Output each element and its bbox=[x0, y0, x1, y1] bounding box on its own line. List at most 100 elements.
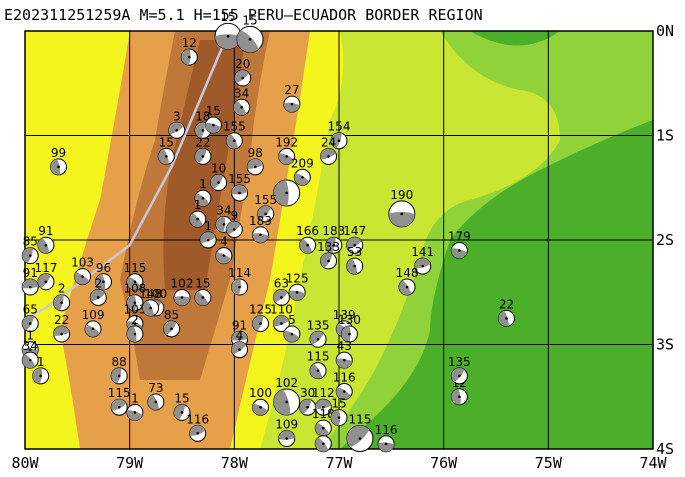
beachball-center bbox=[248, 38, 252, 41]
event-depth-label: 91 bbox=[23, 266, 38, 280]
focal-mechanism: 155 bbox=[223, 120, 246, 150]
focal-mechanism: 115 bbox=[346, 413, 374, 453]
event-depth-label: 15 bbox=[331, 397, 346, 411]
event-depth-label: 100 bbox=[249, 386, 272, 400]
event-depth-label: 3 bbox=[173, 109, 181, 123]
beachball-compression bbox=[315, 399, 332, 409]
focal-mechanism: 15 bbox=[157, 135, 175, 165]
beachball-center bbox=[196, 432, 199, 435]
event-depth-label: 109 bbox=[275, 418, 298, 432]
beachball-compression bbox=[331, 132, 342, 149]
beachball-center bbox=[133, 301, 137, 305]
beachball-center bbox=[238, 191, 241, 195]
focal-mechanism: 63 bbox=[272, 276, 290, 306]
beachball-compression bbox=[74, 272, 90, 285]
beachball-center bbox=[285, 191, 288, 195]
beachball-center bbox=[400, 212, 404, 216]
focal-mechanism: 148 bbox=[396, 266, 418, 296]
beachball-compression bbox=[399, 280, 412, 296]
event-depth-label: 103 bbox=[71, 256, 94, 270]
event-depth-label: 192 bbox=[275, 135, 298, 149]
event-depth-label: 109 bbox=[82, 308, 105, 322]
focal-mechanism: 22 bbox=[53, 313, 71, 343]
beachball-compression bbox=[273, 179, 289, 206]
focal-mechanism: 154 bbox=[328, 120, 350, 150]
beachball-center bbox=[280, 322, 283, 325]
y-tick-label: 1S bbox=[656, 127, 674, 145]
event-depth-label: 53 bbox=[347, 245, 362, 259]
beachball-compression bbox=[315, 422, 330, 437]
focal-mechanism: 102 bbox=[273, 376, 301, 416]
event-depth-label: 102 bbox=[275, 376, 298, 390]
beachball-compression bbox=[451, 367, 465, 383]
focal-mechanism: 4 bbox=[215, 235, 233, 265]
event-depth-label: 20 bbox=[235, 57, 250, 71]
event-depth-label: 166 bbox=[296, 224, 319, 238]
beachball-compression bbox=[233, 100, 247, 116]
beachball-center bbox=[233, 228, 236, 231]
focal-mechanism: 1 bbox=[189, 198, 207, 228]
beachball-center bbox=[337, 139, 341, 143]
event-depth-label: 116 bbox=[375, 423, 398, 437]
focal-mechanism: 15 bbox=[194, 276, 212, 306]
beachball-center bbox=[285, 400, 288, 404]
focal-mechanism: 183 bbox=[322, 224, 345, 254]
event-depth-label: 130 bbox=[338, 313, 361, 327]
beachball-compression bbox=[194, 148, 207, 164]
focal-mechanism: 100 bbox=[249, 386, 272, 416]
beachball-center bbox=[285, 155, 288, 158]
event-depth-label: 73 bbox=[148, 381, 163, 395]
event-depth-label: 22 bbox=[499, 297, 514, 311]
beachball-compression bbox=[331, 409, 341, 426]
beachball-compression bbox=[346, 425, 370, 448]
beachball-compression bbox=[215, 34, 242, 50]
event-depth-label: 115 bbox=[348, 413, 371, 427]
beachball-compression bbox=[158, 148, 169, 165]
axis-labels: 80W 79W 78W 77W 76W 75W 74W 0N 1S 2S 3S 4S bbox=[11, 22, 674, 472]
event-depth-label: 15 bbox=[206, 104, 221, 118]
beachball-compression bbox=[22, 354, 36, 369]
beachball-center bbox=[60, 301, 63, 305]
event-depth-label: 99 bbox=[51, 146, 66, 160]
beachball-center bbox=[233, 139, 236, 143]
beachball-compression bbox=[278, 430, 295, 440]
beachball-center bbox=[44, 280, 48, 284]
beachball-center bbox=[238, 337, 241, 341]
event-depth-label: 34 bbox=[23, 339, 38, 353]
beachball-compression bbox=[278, 153, 294, 165]
focal-mechanism: 15 bbox=[330, 397, 348, 427]
beachball-compression bbox=[22, 247, 34, 264]
beachball-center bbox=[322, 426, 325, 430]
focal-mechanism: 141 bbox=[411, 245, 434, 275]
beachball-compression bbox=[142, 300, 154, 316]
beachball-compression bbox=[95, 273, 106, 290]
beachball-compression bbox=[215, 252, 232, 264]
beachball-compression bbox=[294, 173, 310, 186]
event-depth-label: 12 bbox=[182, 36, 197, 50]
focal-mechanism: 125 bbox=[286, 271, 309, 301]
event-depth-label: 115 bbox=[307, 350, 330, 364]
beachball-compression bbox=[257, 205, 272, 220]
focal-mechanism: 110 bbox=[270, 303, 293, 333]
beachball-center bbox=[117, 374, 121, 378]
focal-mechanism: 4 bbox=[231, 329, 249, 359]
beachball-compression bbox=[189, 425, 206, 437]
beachball-center bbox=[201, 196, 205, 200]
event-depth-label: 15 bbox=[220, 10, 235, 24]
beachball-center bbox=[149, 306, 152, 310]
event-depth-label: 91 bbox=[38, 224, 53, 238]
event-depth-label: 1 bbox=[199, 177, 207, 191]
beachball-compression bbox=[189, 213, 204, 228]
event-depth-label: 125 bbox=[249, 303, 272, 317]
beachball-center bbox=[180, 411, 184, 414]
focal-mechanism: 115 bbox=[123, 261, 146, 291]
beachball-compression bbox=[388, 211, 415, 227]
focal-mechanism: 116 bbox=[186, 412, 209, 442]
focal-mechanism: 1 bbox=[194, 177, 212, 207]
beachball-center bbox=[44, 243, 48, 247]
beachball-compression bbox=[320, 252, 333, 268]
event-depth-label: 110 bbox=[270, 303, 293, 317]
beachball-center bbox=[322, 405, 325, 409]
focal-mechanism: 98 bbox=[246, 146, 264, 176]
focal-mechanism: 192 bbox=[275, 135, 298, 165]
